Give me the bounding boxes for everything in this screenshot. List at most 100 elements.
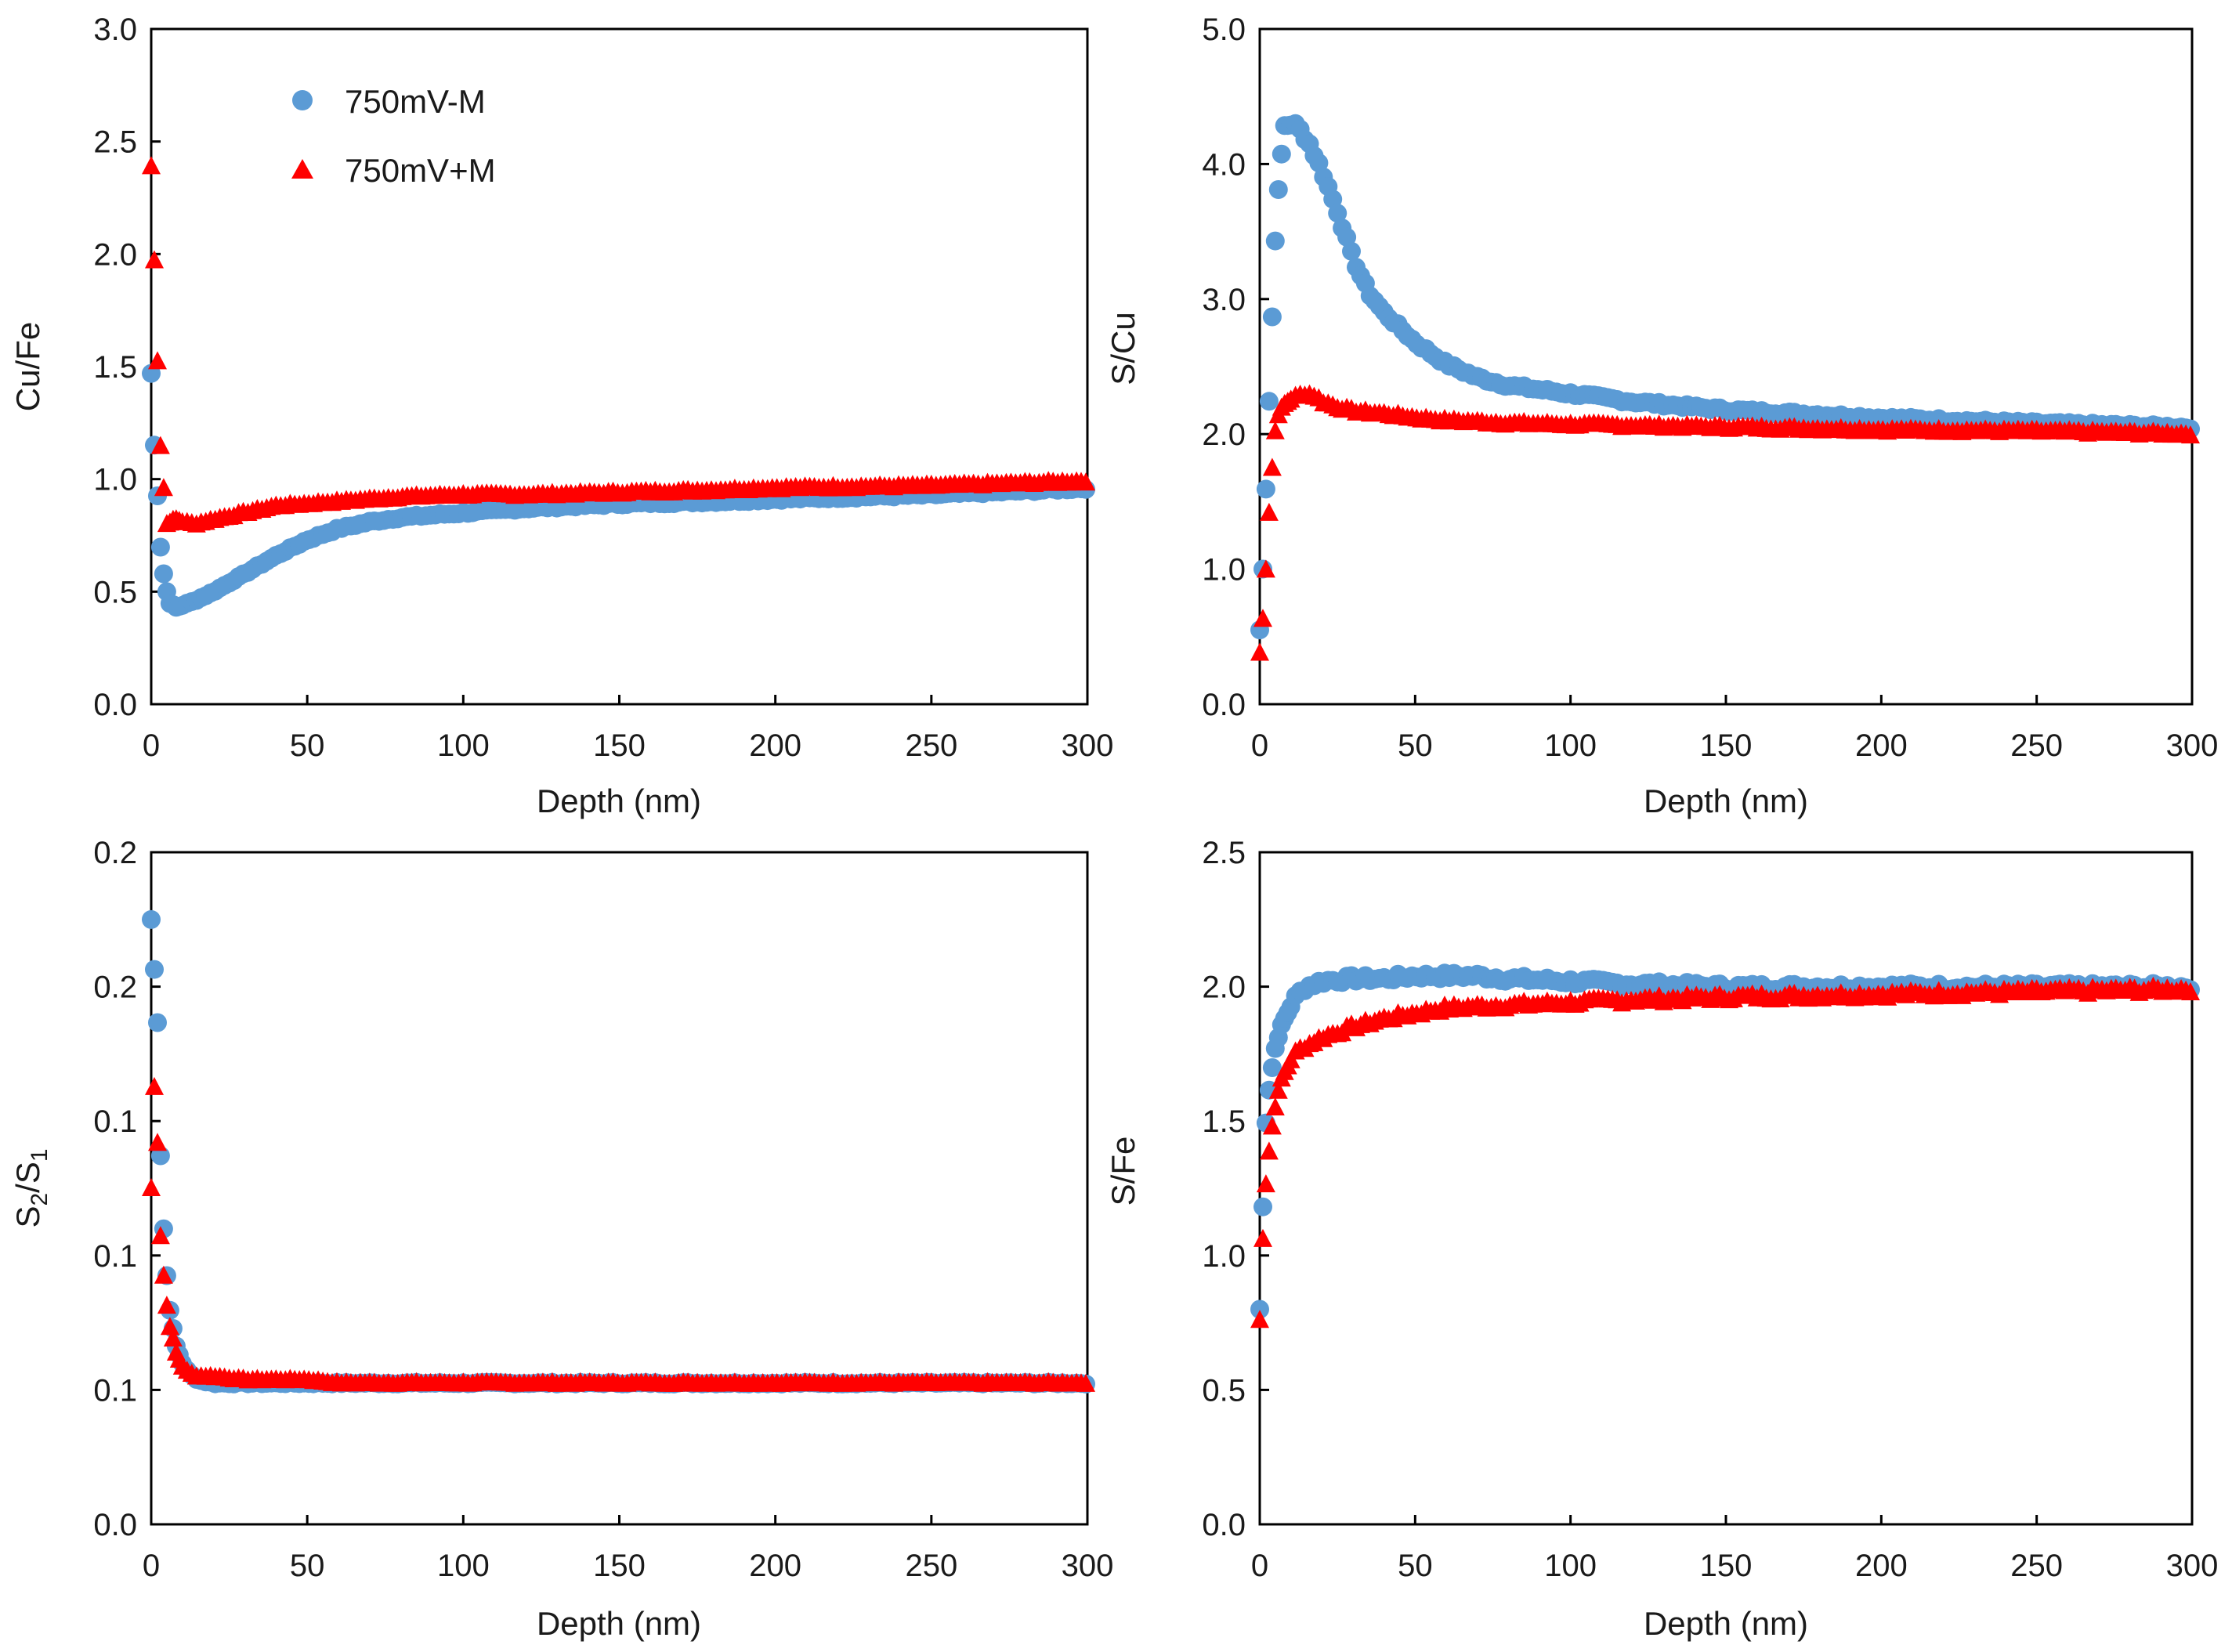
data-point-triangle [154, 478, 173, 497]
x-tick-label: 200 [1855, 728, 1908, 763]
data-point-triangle [1268, 1080, 1288, 1099]
data-points [142, 156, 1095, 617]
legend: 750mV-M 750mV+M [291, 83, 496, 189]
data-point-circle [1262, 307, 1282, 327]
x-tick-label: 100 [1544, 728, 1597, 763]
data-point-circle [1253, 1197, 1272, 1216]
x-axis-label: Depth (nm) [1644, 783, 1808, 819]
x-tick-label: 300 [1062, 728, 1114, 763]
data-point-circle [1250, 1300, 1269, 1319]
y-tick-label: 1.0 [1202, 553, 1246, 587]
y-axis-label: S/Fe [1105, 1137, 1141, 1206]
y-tick-labels: 0.0 0.5 1.0 1.5 2.0 2.5 [1202, 836, 1246, 1542]
x-tick-label: 50 [290, 728, 325, 763]
y-tick-label: 0.1 [93, 1239, 137, 1274]
legend-entry-750mv-plus-m: 750mV+M [291, 152, 496, 189]
data-point-triangle [145, 250, 164, 269]
data-point-circle [154, 564, 173, 584]
y-tick-label: 0.5 [1202, 1373, 1246, 1408]
data-point-circle [1259, 392, 1279, 411]
x-tick-label: 300 [2166, 1549, 2219, 1583]
data-point-triangle [1265, 421, 1285, 439]
y-tick-labels: 0.0 0.5 1.0 1.5 2.0 2.5 3.0 [93, 13, 137, 722]
data-point-triangle [157, 1296, 176, 1314]
chart-cu-fe: 0.0 0.5 1.0 1.5 2.0 2.5 3.0 0 50 100 150 200 250 300… [9, 13, 1113, 819]
data-point-triangle [1250, 642, 1269, 661]
axis-ticks [1258, 851, 2194, 1526]
x-tick-labels: 0 50 100 150 200 250 300 [1251, 1549, 2219, 1583]
data-point-triangle [1256, 1174, 1275, 1193]
data-points [1250, 114, 2200, 661]
y-axis-label: Cu/Fe [9, 322, 46, 411]
y-tick-label: 0.0 [93, 688, 137, 722]
data-point-circle [1265, 231, 1285, 251]
y-tick-label: 2.0 [1202, 418, 1246, 452]
data-point-triangle [1265, 1097, 1285, 1115]
y-tick-label: 3.0 [93, 13, 137, 47]
x-tick-label: 200 [749, 728, 801, 763]
data-point-triangle [150, 436, 170, 454]
chart-s2-s1: 0.0 0.1 0.1 0.1 0.2 0.2 0 50 100 150 200 250 300 De… [9, 836, 1113, 1642]
legend-marker-circle [292, 90, 313, 110]
x-tick-label: 50 [1398, 728, 1433, 763]
x-tick-labels: 0 50 100 150 200 250 300 [143, 728, 1114, 763]
data-point-circle [1342, 241, 1361, 261]
x-tick-label: 100 [437, 1549, 490, 1583]
data-point-circle [150, 1146, 170, 1166]
x-tick-label: 50 [290, 1549, 325, 1583]
y-tick-label: 2.5 [93, 125, 137, 160]
y-tick-label: 2.5 [1202, 836, 1246, 870]
data-point-triangle [1076, 1373, 1095, 1392]
x-tick-label: 150 [593, 1549, 646, 1583]
series-750mv-m [1250, 384, 2200, 661]
data-point-circle [142, 909, 161, 929]
x-tick-label: 250 [2010, 728, 2063, 763]
data-point-circle [1337, 227, 1357, 247]
x-tick-label: 100 [437, 728, 490, 763]
y-tick-label: 0.0 [1202, 688, 1246, 722]
data-point-triangle [2181, 982, 2200, 1000]
y-tick-label: 1.0 [93, 463, 137, 497]
data-point-triangle [1256, 559, 1275, 578]
data-point-triangle [154, 1265, 173, 1284]
chart-s-fe: 0.0 0.5 1.0 1.5 2.0 2.5 0 50 100 150 200 250 300 De… [1105, 836, 2218, 1642]
y-axis-label: S/Cu [1105, 312, 1141, 385]
series-750mv-m [142, 1076, 1095, 1392]
y-label-s: S [9, 1206, 46, 1228]
x-tick-label: 150 [1700, 728, 1753, 763]
series-750mv-m [142, 156, 1095, 533]
data-point-triangle [1253, 1228, 1272, 1247]
x-tick-label: 0 [143, 728, 160, 763]
data-point-circle [1272, 144, 1291, 164]
data-point-triangle [1253, 609, 1272, 627]
x-tick-label: 300 [1062, 1549, 1114, 1583]
y-label-sub-2: 2 [27, 1193, 52, 1206]
data-point-circle [145, 960, 164, 979]
x-axis-label: Depth (nm) [537, 1605, 701, 1642]
legend-entry-750mv-minus-m: 750mV-M [292, 83, 486, 120]
x-tick-label: 150 [593, 728, 646, 763]
data-point-triangle [1262, 1116, 1282, 1135]
series-750mv-m [1250, 976, 2200, 1328]
data-point-circle [148, 1013, 167, 1032]
x-axis-label: Depth (nm) [537, 783, 701, 819]
axis-ticks [150, 851, 1089, 1526]
y-label-sep: /S [9, 1162, 46, 1193]
x-tick-label: 0 [143, 1549, 160, 1583]
data-point-triangle [148, 351, 167, 370]
data-point-triangle [142, 156, 161, 175]
y-tick-label: 4.0 [1202, 147, 1246, 182]
x-tick-label: 300 [2166, 728, 2219, 763]
y-tick-label: 0.2 [93, 971, 137, 1005]
y-tick-label: 2.0 [1202, 971, 1246, 1005]
x-tick-label: 250 [905, 728, 957, 763]
y-axis-label: S2/S1 [9, 1148, 52, 1227]
y-tick-label: 0.5 [93, 575, 137, 609]
data-point-triangle [163, 1328, 183, 1347]
data-point-triangle [142, 1178, 161, 1196]
x-tick-label: 200 [1855, 1549, 1908, 1583]
data-point-triangle [1262, 457, 1282, 476]
y-tick-label: 1.0 [1202, 1239, 1246, 1274]
x-tick-label: 200 [749, 1549, 801, 1583]
